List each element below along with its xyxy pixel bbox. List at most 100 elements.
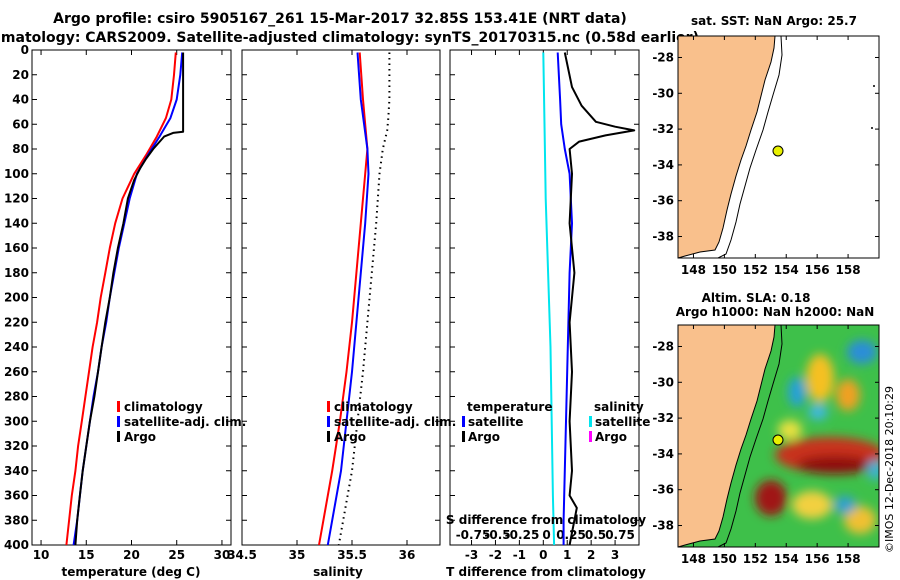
sla-mid-anomaly xyxy=(778,420,802,440)
s-tick-label: 0.75 xyxy=(605,528,635,542)
sla-low-anomaly xyxy=(867,460,879,480)
legend-temp-satellite-swatch xyxy=(462,416,465,427)
sst-map-title: sat. SST: NaN Argo: 25.7 xyxy=(691,14,857,28)
map-x-tick-label: 156 xyxy=(805,552,830,566)
temperature-legend: climatology satellite-adj. clim. Argo xyxy=(117,400,246,444)
sst-map-float-marker xyxy=(772,145,784,157)
sla-high-anomaly xyxy=(755,480,787,516)
map-x-tick-label: 152 xyxy=(743,552,768,566)
map-y-tick-label: -28 xyxy=(652,50,674,64)
legend-satellite-swatch xyxy=(327,416,330,427)
s-tick-label: 0.5 xyxy=(585,528,606,542)
map-y-tick-label: -38 xyxy=(652,519,674,533)
sla-low-anomaly xyxy=(834,496,856,514)
y-tick-label: 400 xyxy=(4,538,29,552)
y-tick-label: 140 xyxy=(4,216,29,230)
sla-high-anomaly xyxy=(797,456,873,474)
legend-climatology-swatch xyxy=(117,401,120,412)
y-tick-label: 220 xyxy=(4,315,29,329)
series-line xyxy=(563,52,636,545)
legend-sal-satellite-label: satellite xyxy=(595,415,650,429)
map-x-tick-label: 150 xyxy=(712,552,737,566)
map-y-tick-label: -34 xyxy=(652,158,674,172)
y-tick-label: 200 xyxy=(4,291,29,305)
series-line xyxy=(318,52,369,545)
x-tick-label: 30 xyxy=(214,548,231,562)
map-x-tick-label: 156 xyxy=(805,263,830,277)
legend-argo-swatch xyxy=(327,431,330,442)
salinity-x-label: salinity xyxy=(313,565,363,579)
sst-map-axes: 148 150 152 154 156 158 -28 -30 -32 -34 -36 -38 xyxy=(652,36,879,277)
legend-satellite-swatch xyxy=(117,416,120,427)
y-tick-label: 240 xyxy=(4,340,29,354)
series-line xyxy=(65,52,177,545)
x-tick-label: -3 xyxy=(465,548,478,562)
x-tick-label: 3 xyxy=(611,548,619,562)
map-y-tick-label: -32 xyxy=(652,411,674,425)
y-tick-label: 340 xyxy=(4,464,29,478)
salinity-series xyxy=(318,52,391,545)
y-tick-label: 20 xyxy=(12,68,29,82)
sst-map-shelf-edge xyxy=(717,36,783,258)
x-tick-label: -2 xyxy=(489,548,502,562)
map-x-tick-label: 158 xyxy=(836,263,861,277)
legend-satellite-label: satellite-adj. clim. xyxy=(124,415,246,429)
legend-climatology-label: climatology xyxy=(334,400,413,414)
x-tick-label: 0 xyxy=(539,548,547,562)
sla-low-anomaly xyxy=(808,404,828,420)
y-tick-label: 260 xyxy=(4,365,29,379)
x-tick-label: -1 xyxy=(513,548,526,562)
sla-map-frame xyxy=(677,324,880,548)
series-line xyxy=(72,52,184,545)
sst-map-frame xyxy=(677,35,880,259)
title-line-1: Argo profile: csiro 5905167_261 15-Mar-2… xyxy=(53,11,627,27)
legend-climatology-label: climatology xyxy=(124,400,203,414)
sla-map-title-2: Argo h1000: NaN h2000: NaN xyxy=(676,305,875,319)
temperature-plot-frame xyxy=(31,49,232,546)
sla-map xyxy=(678,325,879,547)
series-line xyxy=(326,52,370,545)
x-tick-label: 20 xyxy=(123,548,140,562)
sla-map-title-1: Altim. SLA: 0.18 xyxy=(702,291,811,305)
sla-map-float-marker xyxy=(772,434,784,446)
temperature-axes: 0 20 40 60 80 100 120 140 160 180 200 220 240 260 280 3… xyxy=(4,43,231,562)
difference-series xyxy=(542,52,636,545)
legend-sal-argo-label: Argo xyxy=(595,430,627,444)
sla-low-anomaly xyxy=(847,340,877,364)
map-x-tick-label: 152 xyxy=(743,263,768,277)
series-line xyxy=(542,52,556,545)
difference-top-axis-label: S difference from climatology xyxy=(446,513,646,527)
y-tick-label: 320 xyxy=(4,439,29,453)
y-tick-label: 360 xyxy=(4,489,29,503)
y-tick-label: 40 xyxy=(12,93,29,107)
y-tick-label: 180 xyxy=(4,266,29,280)
map-x-tick-label: 150 xyxy=(712,263,737,277)
x-tick-label: 36 xyxy=(399,548,416,562)
title-line-2: Climatology: CARS2009. Satellite-adjuste… xyxy=(0,30,699,46)
map-x-tick-label: 154 xyxy=(774,552,799,566)
legend-salinity-title: salinity xyxy=(594,400,644,414)
map-x-tick-label: 158 xyxy=(836,552,861,566)
salinity-legend: climatology satellite-adj. clim. Argo xyxy=(327,400,456,444)
sla-anomaly-field xyxy=(755,340,879,534)
legend-argo-label: Argo xyxy=(124,430,156,444)
y-tick-label: 0 xyxy=(21,43,29,57)
y-tick-label: 100 xyxy=(4,167,29,181)
temperature-series xyxy=(65,52,185,545)
sla-map-shelf-edge xyxy=(717,325,783,547)
map-y-tick-label: -36 xyxy=(652,483,674,497)
x-tick-label: 35 xyxy=(289,548,306,562)
legend-argo-swatch xyxy=(117,431,120,442)
x-tick-label: 34.5 xyxy=(227,548,257,562)
sla-mid-anomaly xyxy=(806,354,834,402)
legend-climatology-swatch xyxy=(327,401,330,412)
map-x-tick-label: 148 xyxy=(681,552,706,566)
map-y-tick-label: -38 xyxy=(652,230,674,244)
legend-temperature-title: temperature xyxy=(467,400,552,414)
sla-mid-anomaly xyxy=(836,379,860,411)
sla-low-anomaly xyxy=(788,377,806,407)
x-tick-label: 2 xyxy=(587,548,595,562)
difference-legend: temperature satellite Argo salinity sate… xyxy=(462,400,650,444)
s-tick-label: 0 xyxy=(542,528,550,542)
